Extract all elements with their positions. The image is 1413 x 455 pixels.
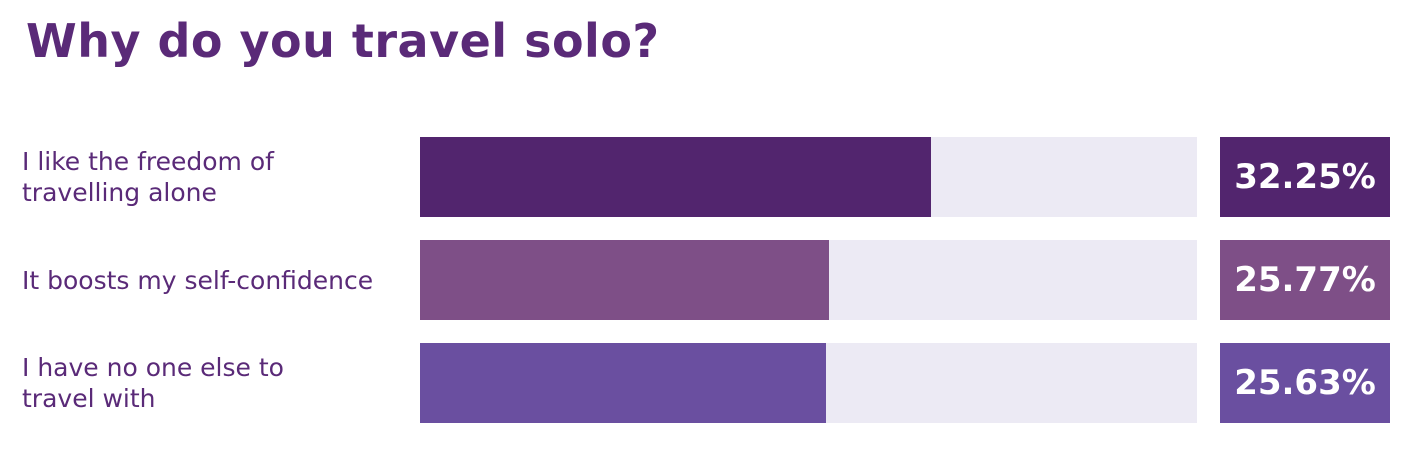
category-label: I have no one else to travel with	[22, 353, 284, 413]
value-label: 25.63%	[1220, 343, 1390, 423]
value-label: 25.77%	[1220, 240, 1390, 320]
value-label: 32.25%	[1220, 137, 1390, 217]
bar	[420, 343, 827, 423]
category-label: It boosts my self-confidence	[22, 265, 374, 295]
bar-track	[420, 240, 1197, 320]
bar-track	[420, 137, 1197, 217]
bar	[420, 137, 932, 217]
category-label: I like the freedom of travelling alone	[22, 147, 274, 207]
chart-title: Why do you travel solo?	[26, 14, 660, 68]
bar-track	[420, 343, 1197, 423]
bar	[420, 240, 829, 320]
